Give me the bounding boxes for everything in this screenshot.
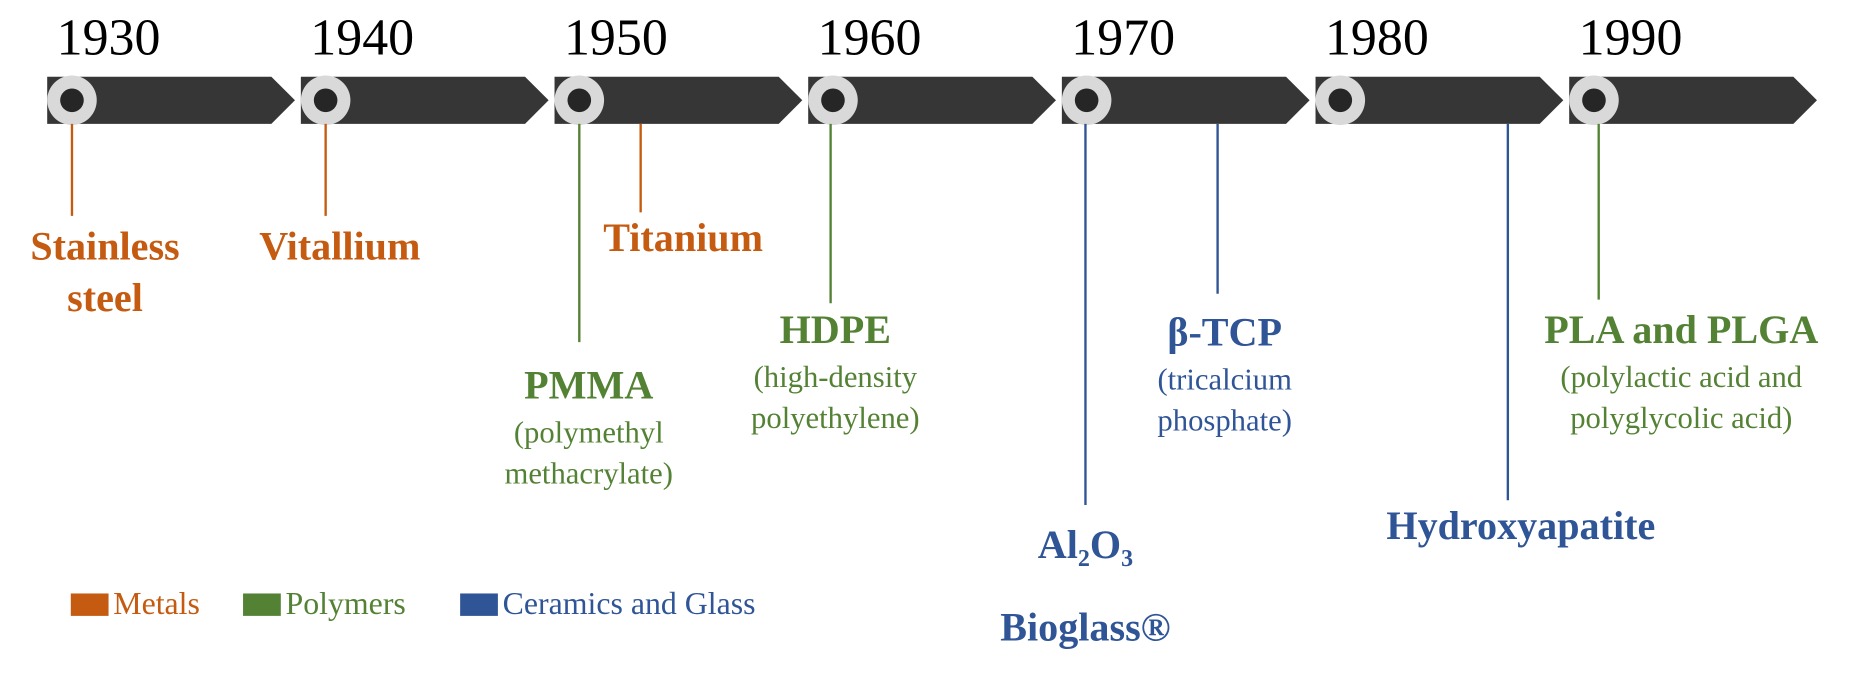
material-note: polyglycolic acid) (1570, 401, 1792, 435)
material-label: Hydroxyapatite (1386, 503, 1655, 548)
material-label: Titanium (603, 215, 763, 260)
legend-swatch (460, 593, 498, 616)
material-label: β-TCP (1167, 309, 1282, 354)
material-label: PLA and PLGA (1544, 307, 1818, 352)
marker-dot (567, 88, 592, 113)
material-note: (high-density (754, 360, 918, 394)
legend-swatch (70, 593, 109, 616)
material-note: (tricalcium (1157, 362, 1292, 396)
material-label: Bioglass® (1000, 604, 1170, 649)
legend-label: Polymers (286, 586, 406, 621)
material-label: Stainless (30, 223, 179, 268)
marker-dot (1328, 88, 1353, 113)
material-label: Al₂O₃ (1038, 522, 1133, 567)
arrow-segment (1315, 76, 1564, 124)
decade-label: 1980 (1325, 9, 1429, 66)
material-label: Vitallium (259, 223, 420, 268)
marker-dot (821, 88, 845, 113)
decade-label: 1930 (57, 9, 161, 66)
material-note: (polylactic acid and (1560, 360, 1802, 394)
marker-dot (60, 88, 84, 113)
arrow-segment (1569, 76, 1817, 124)
arrow-segment (300, 76, 549, 124)
arrow-segment (1061, 76, 1310, 124)
material-label: HDPE (780, 307, 891, 352)
decade-label: 1940 (310, 9, 414, 66)
decade-label: 1960 (818, 9, 922, 66)
material-note: phosphate) (1157, 404, 1292, 438)
legend-label: Metals (113, 586, 200, 621)
marker-dot (1074, 88, 1099, 113)
decade-label: 1990 (1579, 9, 1683, 66)
material-label: PMMA (524, 363, 653, 408)
material-label: steel (67, 275, 143, 320)
decade-label: 1970 (1071, 9, 1175, 66)
material-note: polyethylene) (751, 401, 920, 435)
material-note: methacrylate) (504, 457, 673, 491)
legend-swatch (243, 593, 281, 616)
legend-label: Ceramics and Glass (503, 586, 756, 621)
arrow-segment (808, 76, 1056, 124)
arrow-segment (47, 76, 295, 124)
marker-dot (1582, 88, 1606, 113)
marker-dot (313, 88, 338, 113)
arrow-segment (554, 76, 803, 124)
material-note: (polymethyl (514, 415, 664, 449)
decade-label: 1950 (564, 9, 668, 66)
